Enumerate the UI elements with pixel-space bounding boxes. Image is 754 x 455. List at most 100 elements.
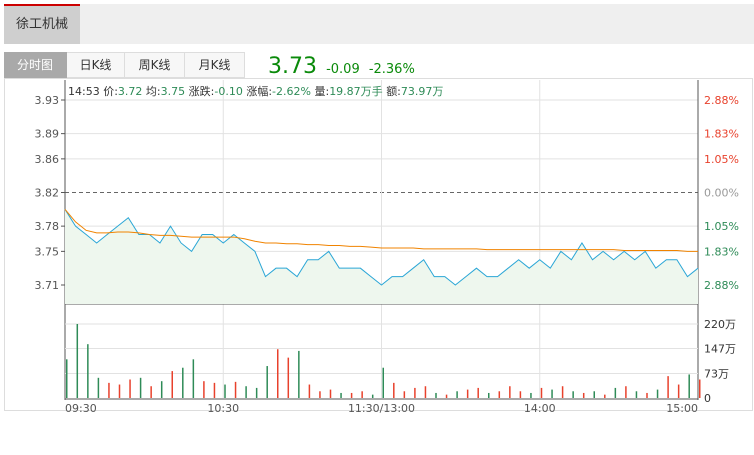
pct-tick-label: 1.05%	[704, 153, 739, 166]
volume-bar	[213, 382, 216, 398]
volume-bar	[498, 391, 501, 398]
volume-bar	[519, 391, 522, 398]
volume-bar	[593, 391, 595, 398]
volume-tick-label: 147万	[704, 343, 736, 356]
x-tick-label: 15:00	[666, 402, 698, 415]
volume-bar	[203, 381, 205, 398]
y-tick-label: 3.78	[35, 220, 60, 233]
volume-bar	[635, 391, 638, 398]
info-avg-label: 均:	[146, 85, 161, 98]
y-tick-label: 3.89	[35, 128, 60, 141]
price-change-pct: -2.36%	[368, 62, 415, 77]
volume-bar	[319, 391, 321, 398]
info-chg: -0.10	[214, 85, 242, 98]
volume-bar	[234, 381, 237, 398]
info-avg: 3.75	[161, 85, 186, 98]
volume-bar	[688, 374, 690, 398]
volume-bar	[582, 392, 585, 398]
chart-type-tabs: 分时图 日K线 周K线 月K线	[4, 52, 245, 78]
info-pct-label: 涨幅:	[246, 85, 272, 98]
price-area-fill	[65, 209, 698, 304]
volume-bar	[266, 366, 268, 398]
pct-tick-label: 1.83%	[704, 245, 739, 258]
volume-bar	[129, 379, 131, 398]
volume-bar	[87, 344, 89, 398]
info-price-label: 价:	[103, 85, 118, 98]
info-vol-label: 量:	[314, 85, 329, 98]
volume-bar	[108, 382, 110, 398]
tab-monthly-k[interactable]: 月K线	[185, 52, 245, 78]
volume-bar	[656, 389, 659, 398]
tab-weekly-k[interactable]: 周K线	[125, 52, 185, 78]
volume-bar	[572, 391, 574, 398]
x-tick-label: 10:30	[207, 402, 239, 415]
volume-bar	[255, 387, 258, 398]
info-time: 14:53	[68, 85, 100, 98]
volume-bar	[466, 389, 469, 398]
volume-bar	[604, 394, 606, 398]
volume-bar	[699, 379, 701, 398]
info-line: 14:53 价:3.72 均:3.75 涨跌:-0.10 涨幅:-2.62% 量…	[68, 84, 443, 98]
volume-bar	[646, 392, 648, 398]
volume-bar	[245, 386, 247, 398]
volume-bar	[224, 384, 226, 398]
volume-bar	[182, 367, 184, 398]
volume-bar	[371, 394, 374, 398]
volume-bar	[350, 392, 353, 398]
volume-bar	[361, 391, 363, 398]
volume-bar	[614, 387, 617, 398]
volume-bar	[76, 324, 79, 398]
price-line	[64, 209, 699, 286]
x-tick-label: 09:30	[65, 402, 97, 415]
volume-bar	[340, 392, 342, 398]
volume-bar	[97, 377, 100, 398]
current-price: 3.73	[268, 54, 317, 79]
volume-bar	[561, 386, 564, 398]
volume-bar	[393, 382, 395, 398]
volume-bar	[625, 386, 627, 398]
stock-tab[interactable]: 徐工机械	[4, 4, 80, 44]
info-vol: 19.87万手	[329, 84, 383, 98]
volume-bar	[445, 394, 448, 398]
volume-bar	[456, 391, 458, 398]
chart-frame	[4, 78, 753, 411]
volume-bar	[530, 392, 532, 398]
volume-bar	[150, 386, 152, 398]
volume-bar	[277, 349, 279, 398]
average-price-line	[64, 208, 698, 252]
volume-bar	[403, 391, 406, 398]
pct-tick-label: 0.00%	[704, 187, 739, 200]
volume-bar	[382, 367, 384, 398]
quote: 3.73 -0.09 -2.36%	[268, 54, 415, 79]
info-pct: -2.62%	[272, 85, 311, 98]
volume-bar	[298, 350, 300, 398]
volume-bar	[488, 392, 490, 398]
volume-bar	[667, 376, 669, 398]
volume-bar	[66, 359, 68, 398]
volume-tick-label: 220万	[704, 318, 736, 331]
price-change: -0.09	[326, 62, 360, 77]
volume-bar	[414, 387, 416, 398]
y-tick-label: 3.93	[35, 94, 60, 107]
tab-daily-k[interactable]: 日K线	[67, 52, 125, 78]
info-amt: 73.97万	[401, 85, 444, 98]
volume-tick-label: 0	[704, 392, 711, 405]
y-tick-label: 3.75	[35, 245, 60, 258]
volume-bar	[677, 384, 680, 398]
volume-bar	[192, 359, 195, 398]
info-amt-label: 额:	[386, 85, 401, 98]
y-tick-label: 3.86	[35, 153, 60, 166]
volume-bar	[139, 377, 142, 398]
volume-bar	[287, 357, 290, 398]
pct-tick-label: 2.88%	[704, 279, 739, 292]
tab-intraday[interactable]: 分时图	[4, 52, 67, 78]
volume-tick-label: 73万	[704, 367, 729, 380]
volume-bar	[509, 386, 511, 398]
volume-bar	[329, 389, 332, 398]
volume-bar	[435, 392, 437, 398]
pct-tick-label: 1.05%	[704, 220, 739, 233]
volume-bar	[308, 384, 311, 398]
stock-tab-bar: 徐工机械	[4, 4, 754, 44]
